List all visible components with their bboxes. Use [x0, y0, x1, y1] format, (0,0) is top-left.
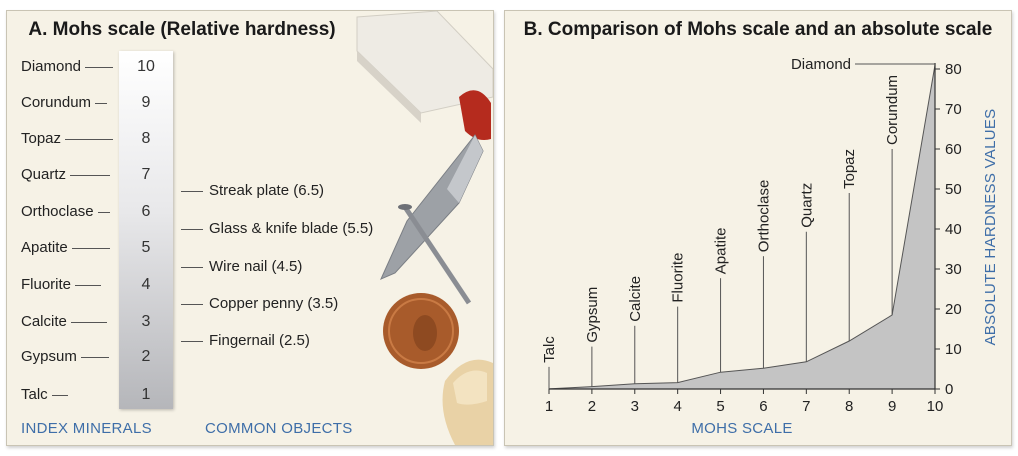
footer-common-objects: COMMON OBJECTS — [205, 420, 353, 437]
copper-penny-icon — [383, 293, 459, 369]
x-tick-label: 6 — [759, 398, 767, 415]
point-label-topaz: Topaz — [841, 149, 858, 189]
object-label-streak-plate: Streak plate (6.5) — [181, 183, 324, 198]
y-tick-label: 20 — [945, 301, 962, 318]
y-axis-title: ABSOLUTE HARDNESS VALUES — [982, 109, 999, 346]
fingernail-icon — [442, 359, 493, 445]
mineral-label-gypsum: Gypsum — [21, 349, 109, 364]
mineral-label-fluorite: Fluorite — [21, 277, 102, 292]
scale-value: 1 — [141, 386, 151, 403]
x-tick-label: 9 — [888, 398, 896, 415]
hardness-scale-bar — [119, 51, 173, 409]
object-label-glass-knife: Glass & knife blade (5.5) — [181, 221, 373, 236]
mineral-label-topaz: Topaz — [21, 131, 114, 146]
scale-value: 8 — [141, 130, 151, 147]
x-tick-label: 10 — [927, 398, 944, 415]
x-tick-label: 8 — [845, 398, 853, 415]
panel-a-title: A. Mohs scale (Relative hardness) — [28, 19, 336, 40]
chart-title: B. Comparison of Mohs scale and an absol… — [523, 19, 993, 40]
mineral-label-corundum: Corundum — [21, 95, 108, 110]
object-label-copper-penny: Copper penny (3.5) — [181, 296, 338, 311]
point-label-talc: Talc — [541, 336, 558, 363]
x-tick-label: 3 — [631, 398, 639, 415]
streak-plate-icon — [356, 11, 493, 123]
y-tick-label: 50 — [945, 181, 962, 198]
x-tick-label: 1 — [545, 398, 553, 415]
y-tick-label: 10 — [945, 341, 962, 358]
scale-value: 9 — [141, 94, 151, 111]
y-tick-label: 0 — [945, 381, 953, 398]
x-tick-label: 2 — [588, 398, 596, 415]
y-tick-label: 30 — [945, 261, 962, 278]
scale-value: 4 — [141, 276, 151, 293]
scale-value: 2 — [141, 348, 151, 365]
wire-nail-icon — [398, 204, 472, 305]
point-label-gypsum: Gypsum — [584, 287, 601, 343]
object-label-fingernail: Fingernail (2.5) — [181, 333, 310, 348]
panel-mohs-absolute: B. Comparison of Mohs scale and an absol… — [504, 10, 1012, 446]
x-axis-title: MOHS SCALE — [691, 420, 792, 437]
mineral-label-talc: Talc — [21, 387, 68, 402]
y-tick-label: 60 — [945, 141, 962, 158]
point-label-quartz: Quartz — [798, 183, 815, 228]
scale-value: 7 — [141, 166, 151, 183]
common-objects-illustration — [356, 11, 493, 445]
scale-value: 10 — [137, 58, 155, 75]
scale-value: 6 — [141, 203, 151, 220]
mineral-label-diamond: Diamond — [21, 59, 114, 74]
x-tick-label: 4 — [673, 398, 681, 415]
footer-index-minerals: INDEX MINERALS — [21, 420, 152, 437]
point-label-fluorite: Fluorite — [670, 253, 687, 303]
x-tick-label: 7 — [802, 398, 810, 415]
mineral-label-quartz: Quartz — [21, 167, 111, 182]
x-tick-label: 5 — [716, 398, 724, 415]
point-label-calcite: Calcite — [627, 276, 644, 322]
y-tick-label: 70 — [945, 101, 962, 118]
hardness-area — [548, 64, 936, 390]
scale-value: 5 — [141, 239, 151, 256]
point-label-orthoclase: Orthoclase — [755, 180, 772, 253]
scale-value: 3 — [141, 313, 151, 330]
point-label-diamond: Diamond — [791, 56, 851, 73]
object-label-wire-nail: Wire nail (4.5) — [181, 259, 302, 274]
y-tick-label: 80 — [945, 61, 962, 78]
point-label-corundum: Corundum — [884, 75, 901, 145]
mineral-label-orthoclase: Orthoclase — [21, 204, 110, 219]
mineral-label-calcite: Calcite — [21, 314, 107, 329]
mineral-label-apatite: Apatite — [21, 240, 110, 255]
knife-icon — [380, 90, 491, 280]
y-tick-label: 40 — [945, 221, 962, 238]
panel-mohs-relative: A. Mohs scale (Relative hardness) Diamon… — [6, 10, 494, 446]
point-label-apatite: Apatite — [713, 227, 730, 274]
